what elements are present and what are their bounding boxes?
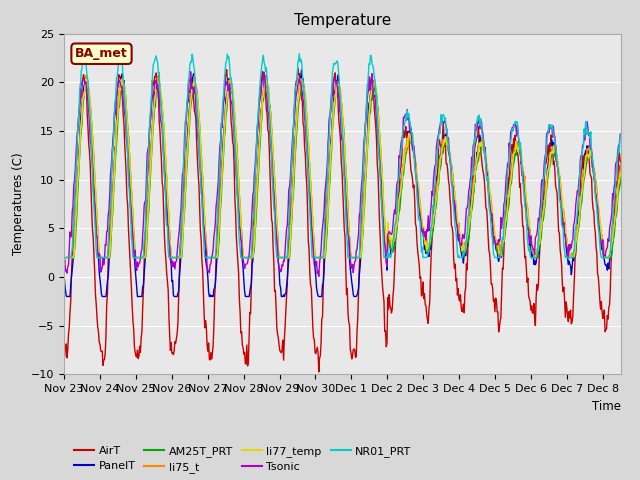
Text: BA_met: BA_met: [75, 47, 128, 60]
AM25T_PRT: [83, 78, 90, 84]
AM25T_PRT: [63, 255, 70, 261]
PanelT: [300, 76, 307, 82]
li75_t: [460, 242, 468, 248]
AM25T_PRT: [60, 255, 68, 261]
X-axis label: Time: Time: [592, 400, 621, 413]
li77_temp: [474, 153, 481, 159]
NR01_PRT: [298, 70, 306, 76]
AirT: [320, 250, 328, 255]
AM25T_PRT: [474, 159, 481, 165]
PanelT: [298, 67, 305, 72]
Tsonic: [138, 246, 146, 252]
Title: Temperature: Temperature: [294, 13, 391, 28]
AM25T_PRT: [319, 255, 327, 261]
li75_t: [298, 77, 306, 83]
PanelT: [617, 161, 625, 167]
Tsonic: [461, 230, 468, 236]
li77_temp: [82, 76, 90, 82]
AirT: [60, 343, 68, 349]
NR01_PRT: [474, 114, 481, 120]
li75_t: [139, 255, 147, 261]
Tsonic: [617, 131, 625, 137]
Tsonic: [298, 89, 306, 95]
PanelT: [63, 293, 70, 299]
Tsonic: [60, 263, 68, 269]
NR01_PRT: [63, 255, 70, 261]
AirT: [475, 124, 483, 130]
AM25T_PRT: [617, 175, 625, 180]
AirT: [298, 97, 306, 103]
AM25T_PRT: [298, 80, 306, 86]
Tsonic: [320, 208, 328, 214]
Tsonic: [63, 267, 70, 273]
li75_t: [82, 72, 90, 78]
AirT: [294, 66, 301, 72]
Line: AirT: AirT: [64, 69, 621, 372]
Line: AM25T_PRT: AM25T_PRT: [64, 81, 621, 258]
AirT: [461, 289, 468, 295]
AirT: [63, 341, 70, 347]
PanelT: [475, 142, 483, 148]
AirT: [315, 369, 323, 375]
NR01_PRT: [617, 131, 625, 137]
li77_temp: [298, 81, 306, 87]
PanelT: [320, 268, 328, 274]
li77_temp: [60, 255, 68, 261]
li77_temp: [319, 255, 327, 261]
NR01_PRT: [60, 255, 68, 261]
PanelT: [139, 284, 147, 289]
PanelT: [461, 247, 468, 253]
li75_t: [319, 255, 327, 261]
Line: li77_temp: li77_temp: [64, 79, 621, 258]
Line: PanelT: PanelT: [64, 70, 621, 297]
NR01_PRT: [139, 255, 147, 261]
Line: Tsonic: Tsonic: [64, 72, 621, 276]
NR01_PRT: [460, 251, 468, 256]
li75_t: [617, 160, 625, 166]
li75_t: [60, 255, 68, 261]
PanelT: [60, 271, 68, 276]
li77_temp: [63, 255, 70, 261]
AM25T_PRT: [460, 252, 468, 258]
AirT: [617, 159, 625, 165]
li77_temp: [139, 255, 147, 261]
AM25T_PRT: [139, 255, 147, 261]
li75_t: [63, 255, 70, 261]
PanelT: [63, 294, 71, 300]
Y-axis label: Temperatures (C): Temperatures (C): [12, 153, 26, 255]
NR01_PRT: [116, 49, 124, 55]
Tsonic: [187, 69, 195, 74]
Tsonic: [475, 116, 483, 122]
Tsonic: [315, 274, 323, 279]
AirT: [138, 329, 146, 335]
Line: NR01_PRT: NR01_PRT: [64, 52, 621, 258]
NR01_PRT: [319, 252, 327, 258]
li75_t: [474, 150, 481, 156]
li77_temp: [617, 169, 625, 175]
Legend: AirT, PanelT, AM25T_PRT, li75_t, li77_temp, Tsonic, NR01_PRT: AirT, PanelT, AM25T_PRT, li75_t, li77_te…: [70, 441, 415, 478]
Line: li75_t: li75_t: [64, 75, 621, 258]
li77_temp: [460, 245, 468, 251]
